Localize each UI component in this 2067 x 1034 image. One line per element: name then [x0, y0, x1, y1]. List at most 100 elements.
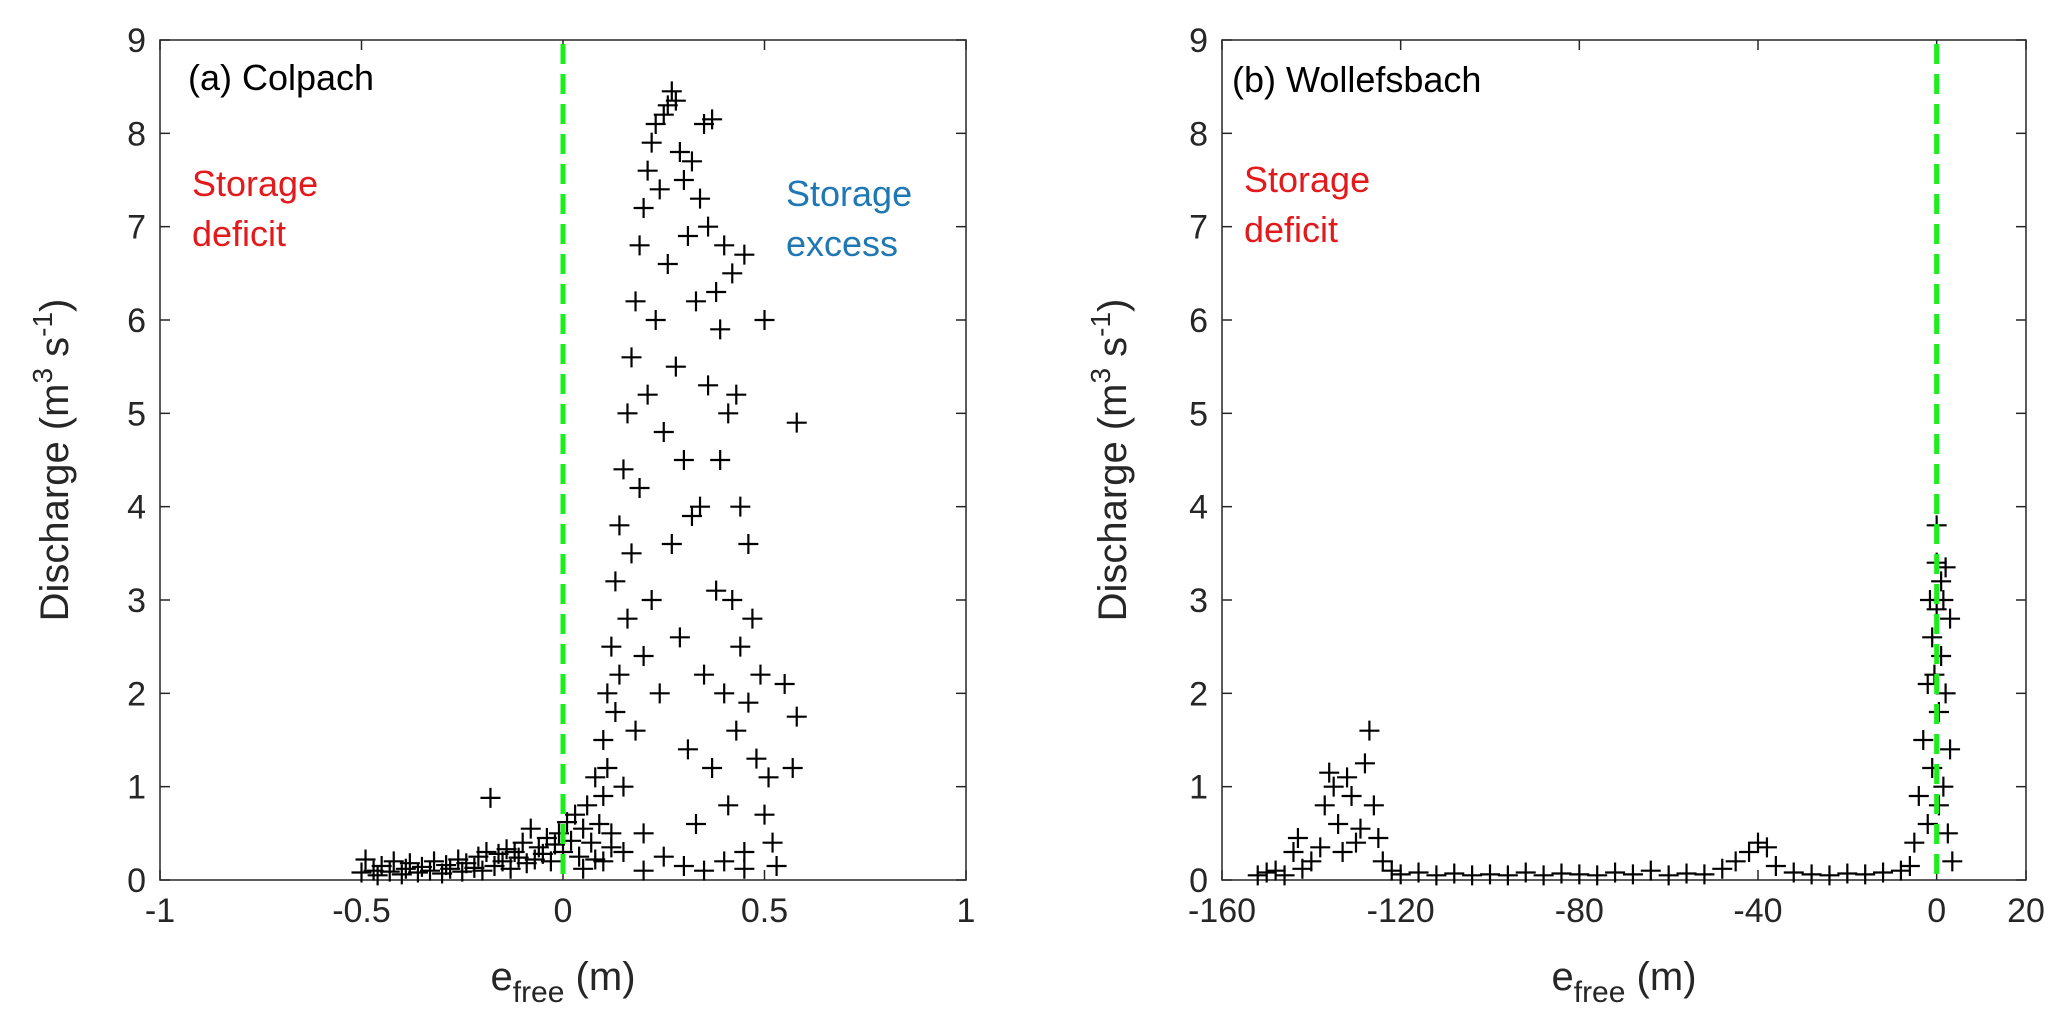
data-point	[649, 179, 670, 200]
data-point	[694, 664, 715, 685]
data-point	[1931, 571, 1952, 592]
data-point	[593, 730, 614, 750]
data-point	[669, 142, 690, 162]
data-point	[730, 496, 751, 517]
panel-b-x-ticks: -160 -120 -80 -40 0 20	[1188, 40, 2045, 930]
data-point	[1931, 646, 1952, 666]
data-point	[734, 244, 755, 265]
data-point	[706, 282, 727, 302]
data-point	[782, 758, 803, 778]
data-point	[1908, 786, 1929, 806]
panel-b-annotation-deficit-line2: deficit	[1244, 209, 1338, 250]
data-point	[367, 865, 388, 886]
data-point	[786, 706, 807, 727]
data-point	[617, 403, 638, 424]
data-point	[690, 188, 711, 209]
y-tick-label: 1	[127, 769, 146, 807]
data-point	[1712, 858, 1733, 879]
data-point	[1328, 814, 1349, 834]
data-point	[677, 739, 698, 760]
data-point	[573, 858, 594, 879]
data-point	[1332, 842, 1353, 862]
panel-a-y-ticks: 0 1 2 3 4 5 6 7 8 9	[127, 22, 966, 900]
data-point	[1274, 865, 1295, 886]
data-point	[613, 459, 634, 480]
data-point	[621, 543, 642, 564]
data-point	[653, 104, 674, 125]
data-point	[1265, 860, 1286, 881]
x-tick-label: 20	[2007, 892, 2045, 930]
data-point	[379, 861, 400, 882]
data-point	[758, 767, 779, 788]
data-point	[1314, 795, 1335, 816]
panel-b-axes-frame	[1221, 39, 2027, 881]
panel-a-annotation-deficit-line1: Storage	[192, 163, 318, 204]
data-point	[653, 422, 674, 442]
data-point	[420, 860, 441, 881]
data-point	[577, 795, 598, 816]
panel-b-wollefsbach: -160 -120 -80 -40 0 20 0 1 2 3 4 5 6 7 8 9 (b) Wollefs…	[1085, 22, 2045, 1009]
data-point	[1640, 860, 1661, 881]
data-point	[1533, 865, 1554, 886]
data-point	[685, 814, 706, 834]
data-point	[1783, 862, 1804, 883]
data-point	[718, 795, 739, 816]
data-point	[710, 319, 731, 340]
data-point	[1855, 864, 1876, 885]
data-point	[1247, 865, 1268, 886]
x-tick-label: -120	[1367, 892, 1435, 930]
data-point	[516, 853, 537, 874]
data-point	[738, 534, 759, 554]
y-tick-label: 6	[1189, 302, 1208, 340]
data-point	[601, 837, 622, 858]
data-point	[633, 198, 654, 218]
panel-b-annotation-deficit-line1: Storage	[1244, 159, 1370, 200]
data-point	[1801, 864, 1822, 885]
data-point	[1368, 828, 1389, 848]
panel-b-y-ticks: 0 1 2 3 4 5 6 7 8 9	[1189, 22, 2026, 900]
data-point	[657, 95, 678, 116]
data-point	[1922, 627, 1943, 648]
data-point	[1837, 863, 1858, 884]
data-point	[645, 114, 666, 134]
y-tick-label: 9	[127, 22, 146, 60]
data-point	[1323, 776, 1344, 797]
data-point	[714, 683, 735, 704]
data-point	[681, 506, 702, 526]
y-tick-label: 5	[127, 395, 146, 433]
data-point	[601, 636, 622, 657]
data-point	[702, 109, 723, 130]
data-point	[1515, 862, 1536, 883]
data-point	[657, 254, 678, 274]
data-point	[585, 767, 606, 788]
data-point	[722, 263, 743, 284]
data-point	[609, 515, 630, 536]
data-point	[1765, 856, 1786, 876]
data-point	[480, 787, 501, 808]
data-point	[625, 291, 646, 312]
data-point	[665, 90, 686, 111]
data-point	[653, 846, 674, 867]
data-point	[673, 856, 694, 876]
data-point	[383, 851, 404, 872]
panel-a-colpach: -1 -0.5 0 0.5 1 0 1 2 3 4 5 6 7 8 9 (a) Colpach Stora…	[27, 22, 975, 1009]
data-point	[1381, 860, 1402, 881]
data-point	[500, 858, 521, 879]
data-point	[718, 403, 739, 424]
data-point	[496, 839, 517, 860]
data-point	[440, 858, 461, 879]
data-point	[597, 683, 618, 704]
data-point	[1363, 795, 1384, 816]
data-point	[754, 804, 775, 825]
data-point	[1937, 823, 1958, 844]
data-point	[1390, 864, 1411, 885]
data-point	[399, 853, 420, 874]
data-point	[698, 375, 719, 396]
x-tick-label: 0	[554, 892, 573, 930]
data-point	[1341, 786, 1362, 806]
data-point	[520, 818, 541, 839]
data-point	[1605, 862, 1626, 883]
data-point	[1940, 608, 1961, 629]
y-tick-label: 4	[1189, 489, 1208, 527]
data-point	[617, 608, 638, 629]
